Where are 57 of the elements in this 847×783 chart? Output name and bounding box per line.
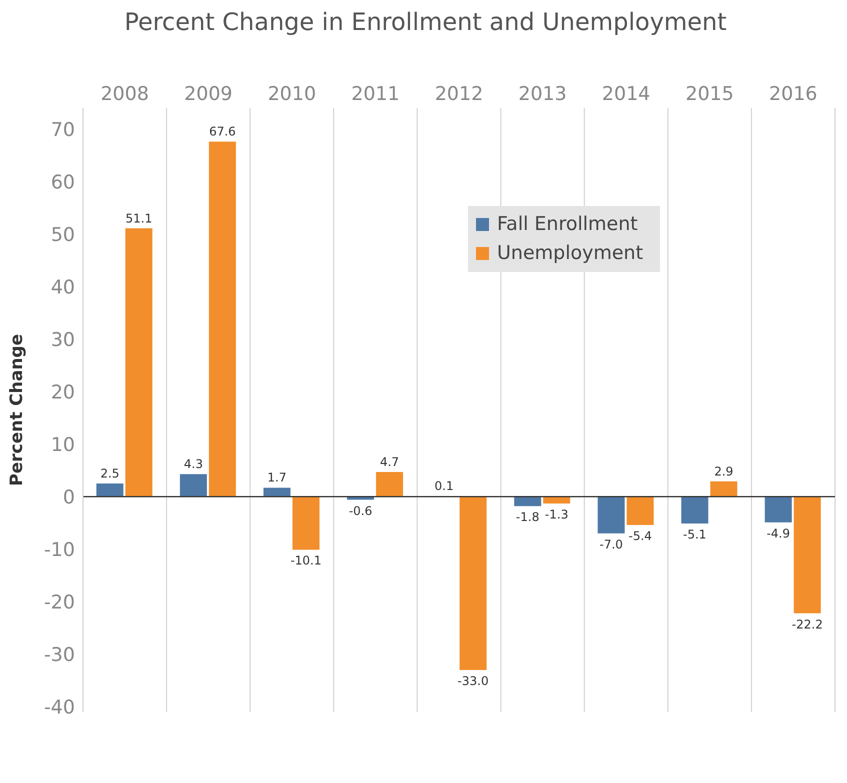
x-tick-label: 2009 xyxy=(184,83,233,105)
y-tick-label: 50 xyxy=(50,224,75,246)
y-tick-label: -30 xyxy=(44,644,75,666)
data-label: -1.3 xyxy=(544,507,568,522)
bar xyxy=(626,496,654,526)
data-label: -5.1 xyxy=(683,527,706,542)
bar xyxy=(794,496,821,614)
x-tick-label: 2014 xyxy=(602,83,650,105)
data-label: 0.1 xyxy=(434,479,454,494)
y-tick-label: 60 xyxy=(50,171,75,194)
data-label: -4.9 xyxy=(766,526,790,540)
chart-title: Percent Change in Enrollment and Unemployment xyxy=(123,8,728,36)
x-tick-label: 2015 xyxy=(685,83,734,105)
y-tick-label: 20 xyxy=(50,381,75,404)
data-label: 4.3 xyxy=(184,457,203,472)
bar xyxy=(208,142,236,497)
x-tick-label: 2010 xyxy=(268,83,316,105)
y-tick-label: -10 xyxy=(44,538,75,561)
bar xyxy=(710,481,738,497)
y-tick-label: -40 xyxy=(44,696,75,718)
y-tick-label: 0 xyxy=(62,486,75,508)
bar xyxy=(681,496,708,524)
data-label: 1.7 xyxy=(267,470,287,485)
bar xyxy=(598,496,625,534)
legend-label: Unemployment xyxy=(496,241,644,266)
y-tick-label: 30 xyxy=(50,328,75,351)
bar xyxy=(180,474,207,497)
y-tick-label: 10 xyxy=(50,434,75,456)
bar xyxy=(376,472,404,497)
data-label: -5.4 xyxy=(628,529,652,544)
bar xyxy=(764,496,792,522)
data-label: -1.8 xyxy=(516,510,540,524)
data-label: 51.1 xyxy=(126,211,152,226)
data-label: 2.9 xyxy=(714,464,734,478)
data-label: -22.2 xyxy=(792,617,823,632)
bar xyxy=(125,228,152,497)
bar xyxy=(263,488,290,497)
bar xyxy=(96,484,124,497)
bar xyxy=(460,496,487,670)
x-tick-label: 2013 xyxy=(518,83,567,105)
data-label: -10.1 xyxy=(290,554,322,568)
x-tick-label: 2008 xyxy=(100,83,149,105)
legend-label: Fall Enrollment xyxy=(496,212,639,237)
y-tick-label: 40 xyxy=(50,276,75,298)
data-label: -0.6 xyxy=(348,504,372,518)
data-label: 4.7 xyxy=(380,454,400,469)
bar xyxy=(292,496,320,550)
x-tick-label: 2012 xyxy=(434,83,484,105)
x-tick-label: 2016 xyxy=(769,83,818,105)
data-label: -33.0 xyxy=(458,674,489,688)
data-label: 2.5 xyxy=(100,466,120,481)
data-label: 67.6 xyxy=(209,124,236,139)
y-tick-label: 70 xyxy=(50,118,75,141)
y-axis-title: Percent Change xyxy=(7,334,28,486)
y-tick-label: -20 xyxy=(44,591,75,614)
data-label: -7.0 xyxy=(599,537,623,552)
x-tick-label: 2011 xyxy=(351,83,400,105)
